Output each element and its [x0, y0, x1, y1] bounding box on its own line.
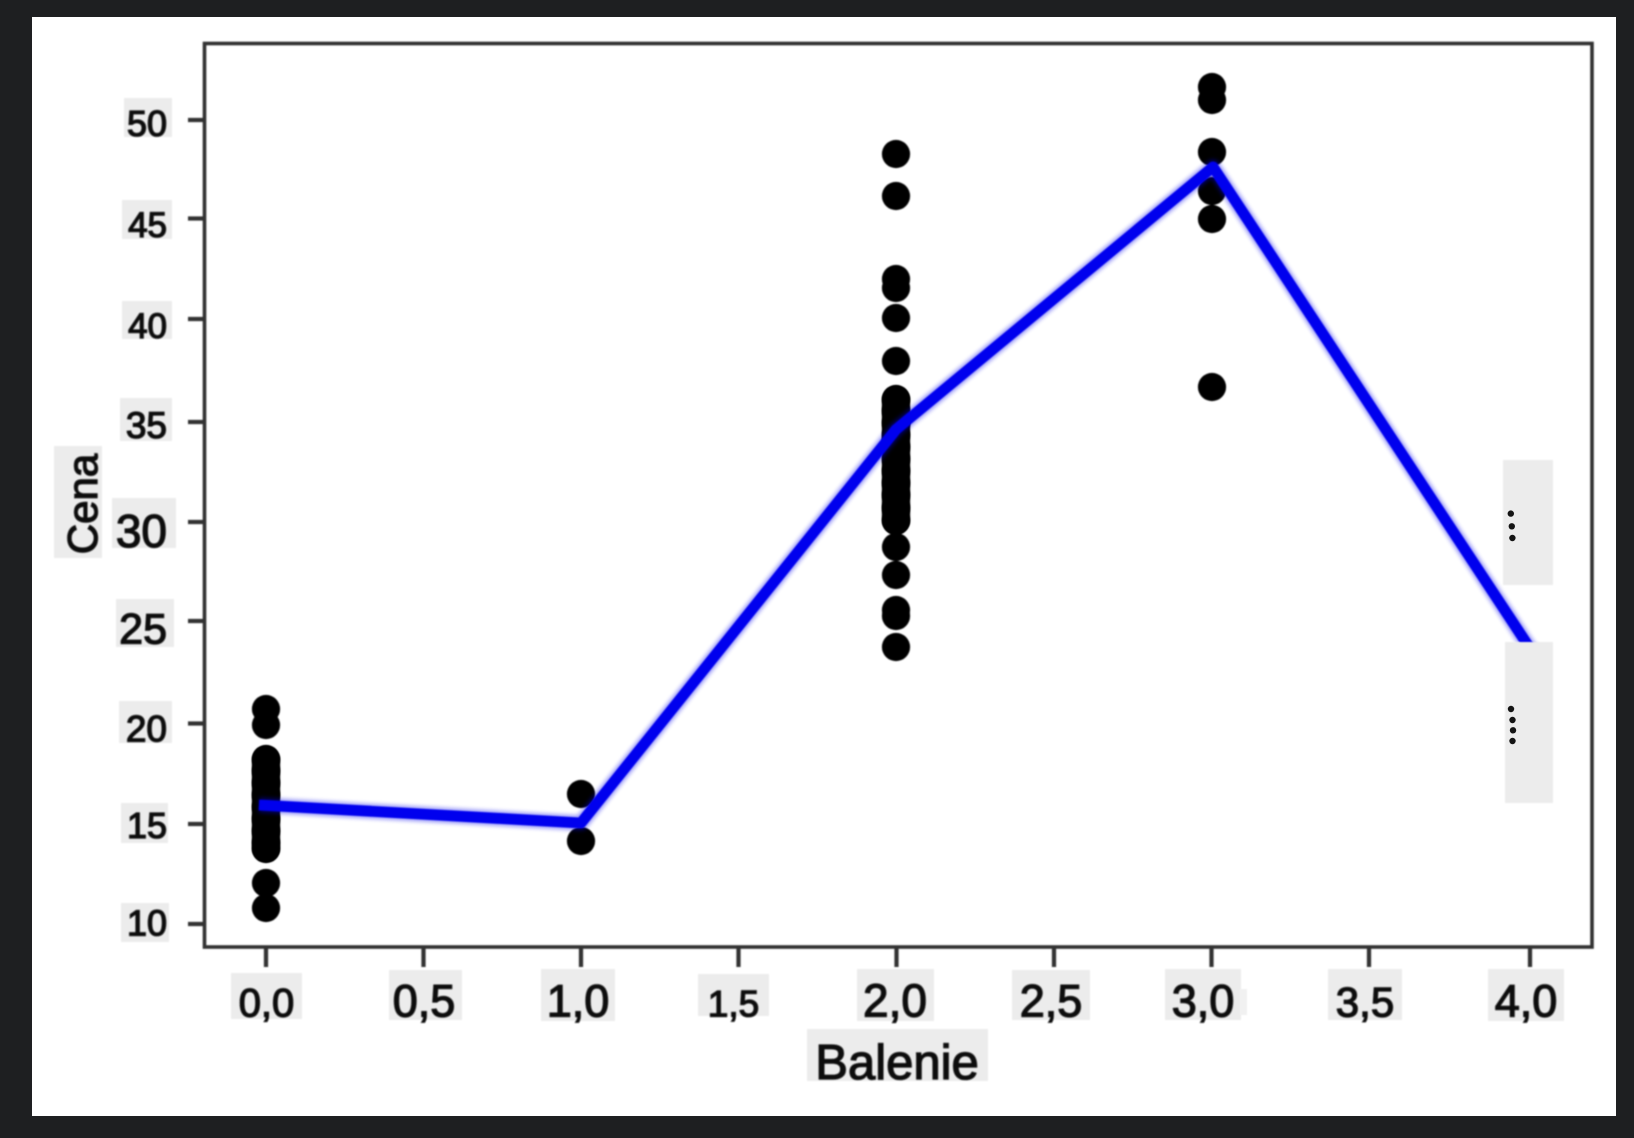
- svg-text:Cena: Cena: [59, 453, 106, 554]
- svg-text:1,0: 1,0: [547, 976, 610, 1027]
- svg-text:35: 35: [126, 405, 167, 446]
- svg-text:3,5: 3,5: [1336, 979, 1394, 1026]
- svg-text:Balenie: Balenie: [815, 1036, 978, 1090]
- svg-text:25: 25: [119, 606, 167, 654]
- svg-text:30: 30: [116, 505, 167, 557]
- svg-text:1,5: 1,5: [708, 984, 759, 1025]
- svg-text:3,0: 3,0: [1172, 976, 1235, 1027]
- svg-text:2,0: 2,0: [863, 975, 927, 1027]
- svg-text:0,5: 0,5: [393, 976, 456, 1027]
- svg-text:4,0: 4,0: [1495, 976, 1558, 1027]
- svg-text:40: 40: [128, 307, 167, 346]
- svg-text:20: 20: [126, 709, 167, 750]
- svg-text:50: 50: [127, 103, 167, 144]
- svg-text:2,5: 2,5: [1020, 976, 1083, 1027]
- svg-text:45: 45: [128, 206, 167, 245]
- svg-text:10: 10: [127, 903, 167, 944]
- svg-text:15: 15: [127, 805, 167, 846]
- svg-text:0,0: 0,0: [239, 982, 295, 1026]
